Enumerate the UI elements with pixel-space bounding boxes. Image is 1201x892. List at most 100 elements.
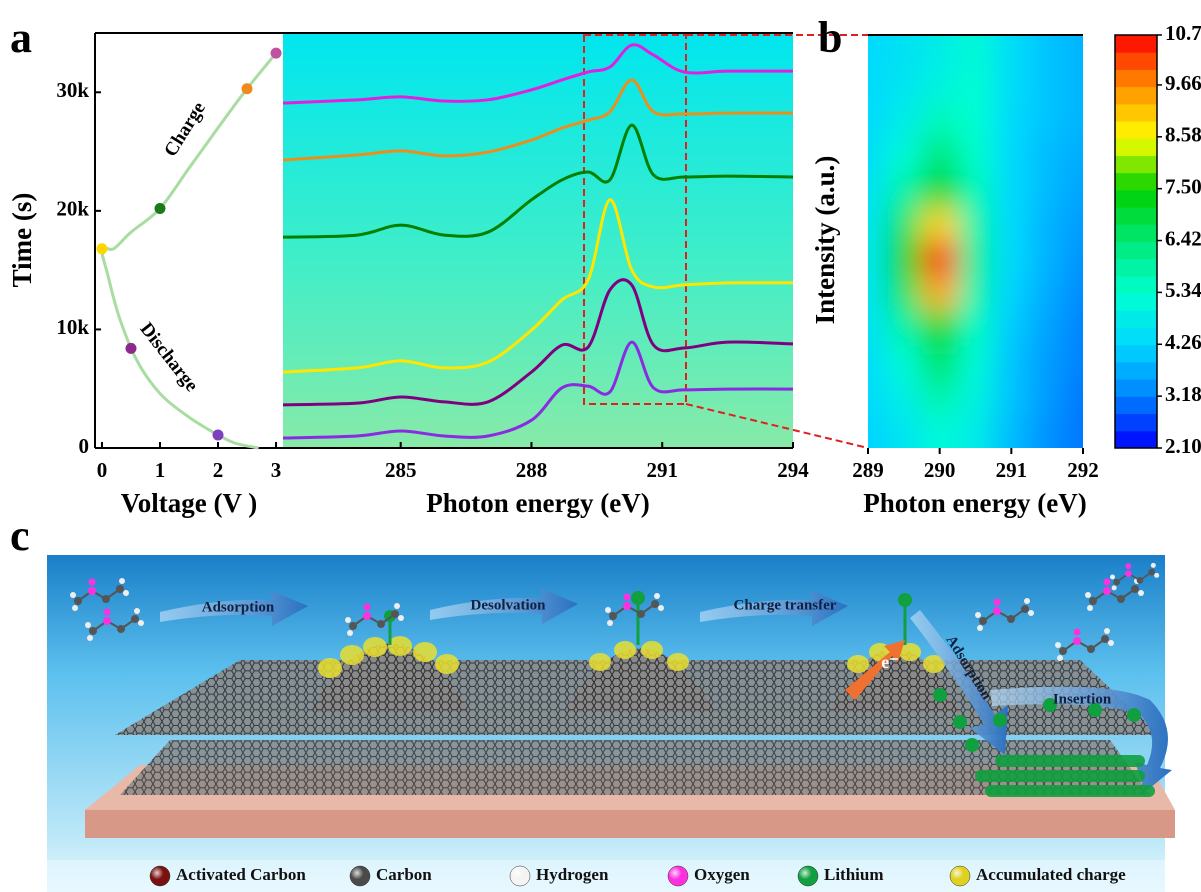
heatmap-cell [1029,379,1066,414]
process-step: Desolvation [471,597,547,613]
x-tick-label: 0 [97,458,108,482]
legend-label: Carbon [376,865,432,884]
heatmap-cell [922,173,959,208]
heatmap-cell [886,104,923,139]
legend-label: Hydrogen [536,865,609,884]
colorbar-band [1115,207,1157,225]
legend-shine [510,866,530,886]
heatmap-cell [1029,276,1066,311]
x-tick-label: 288 [516,458,548,482]
heatmap-cell [1029,138,1066,173]
heatmap-cell [993,104,1030,139]
heatmap-cell [1029,310,1066,345]
panel-label: b [818,13,842,62]
heatmap-cell [958,379,995,414]
heatmap-cell [886,138,923,173]
data-point [154,203,165,214]
legend-shine [668,866,688,886]
process-step: Adsorption [202,599,275,615]
heatmap-cell [922,242,959,277]
colorbar-tick-label: 6.42 [1165,226,1201,250]
colorbar-band [1115,276,1157,294]
colorbar-band [1115,414,1157,432]
heatmap-cell [958,242,995,277]
x-tick-label: 292 [1067,458,1099,482]
panel-label: c [10,511,30,560]
colorbar-band [1115,293,1157,311]
colorbar-band [1115,328,1157,346]
heatmap-cell [886,276,923,311]
y-tick-label: 0 [79,434,90,458]
colorbar-band [1115,310,1157,328]
legend-label: Activated Carbon [176,865,306,884]
heatmap-cell [922,310,959,345]
colorbar-band [1115,190,1157,208]
x-tick-label: 291 [646,458,678,482]
colorbar-band [1115,87,1157,105]
heatmap-cell [993,276,1030,311]
colorbar-band [1115,104,1157,122]
colorbar-band [1115,224,1157,242]
heatmap-cell [958,69,995,104]
illustration: AdsorptionDesolvationCharge transferAdso… [47,555,1175,892]
data-point [242,83,253,94]
heatmap-cell [958,414,995,489]
x-axis-label: Photon energy (eV) [863,488,1086,518]
colorbar-band [1115,35,1157,53]
heatmap-cell [958,104,995,139]
substrate-front [85,810,1175,838]
heatmap-cell [958,207,995,242]
process-step: Charge transfer [734,597,837,613]
colorbar-tick-label: 3.18 [1165,382,1201,406]
heatmap-cell [922,207,959,242]
heatmap-cell [1029,104,1066,139]
heatmap-cell [993,138,1030,173]
heatmap-cell [958,276,995,311]
heatmap-cell [922,345,959,380]
heatmap-clip [828,0,1124,489]
y-axis-label: Intensity (a.u.) [810,156,840,325]
heatmap-cell [1029,69,1066,104]
heatmap-cell [993,379,1030,414]
heatmap-cell [886,242,923,277]
colorbar-band [1115,431,1157,449]
panel-label: a [10,13,32,62]
heatmap-cell [886,345,923,380]
y-tick-label: 30k [56,78,89,102]
heatmap-cell [886,379,923,414]
heatmap-cell [958,138,995,173]
heatmap-cell [993,173,1030,208]
y-axis-label: Time (s) [7,193,37,288]
colorbar-band [1115,155,1157,173]
colorbar-band [1115,121,1157,139]
heatmap-cell [828,345,887,380]
legend-shine [150,866,170,886]
heatmap-cell [886,414,923,489]
legend-shine [950,866,970,886]
x-tick-label: 289 [852,458,884,482]
legend-label: Accumulated charge [976,865,1126,884]
x-tick-label: 290 [924,458,956,482]
heatmap-cell [993,310,1030,345]
heatmap-cell [828,379,887,414]
spectra-background [283,33,793,448]
x-tick-label: 285 [385,458,417,482]
y-tick-label: 20k [56,197,89,221]
heatmap-cell [1029,173,1066,208]
legend-label: Oxygen [694,865,750,884]
colorbar-tick-label: 10.7 [1165,21,1201,45]
colorbar-band [1115,138,1157,156]
colorbar-band [1115,69,1157,87]
heatmap-cell [922,104,959,139]
colorbar-tick-label: 7.50 [1165,174,1201,198]
colorbar-band [1115,396,1157,414]
process-step: Insertion [1053,691,1112,707]
annotation: Discharge [136,319,203,396]
heatmap-cell [1029,207,1066,242]
colorbar-tick-label: 8.58 [1165,123,1201,147]
heatmap-cell [1029,345,1066,380]
heatmap-cell [828,104,887,139]
heatmap-cell [886,173,923,208]
heatmap [828,0,1124,489]
x-tick-label: 1 [155,458,166,482]
